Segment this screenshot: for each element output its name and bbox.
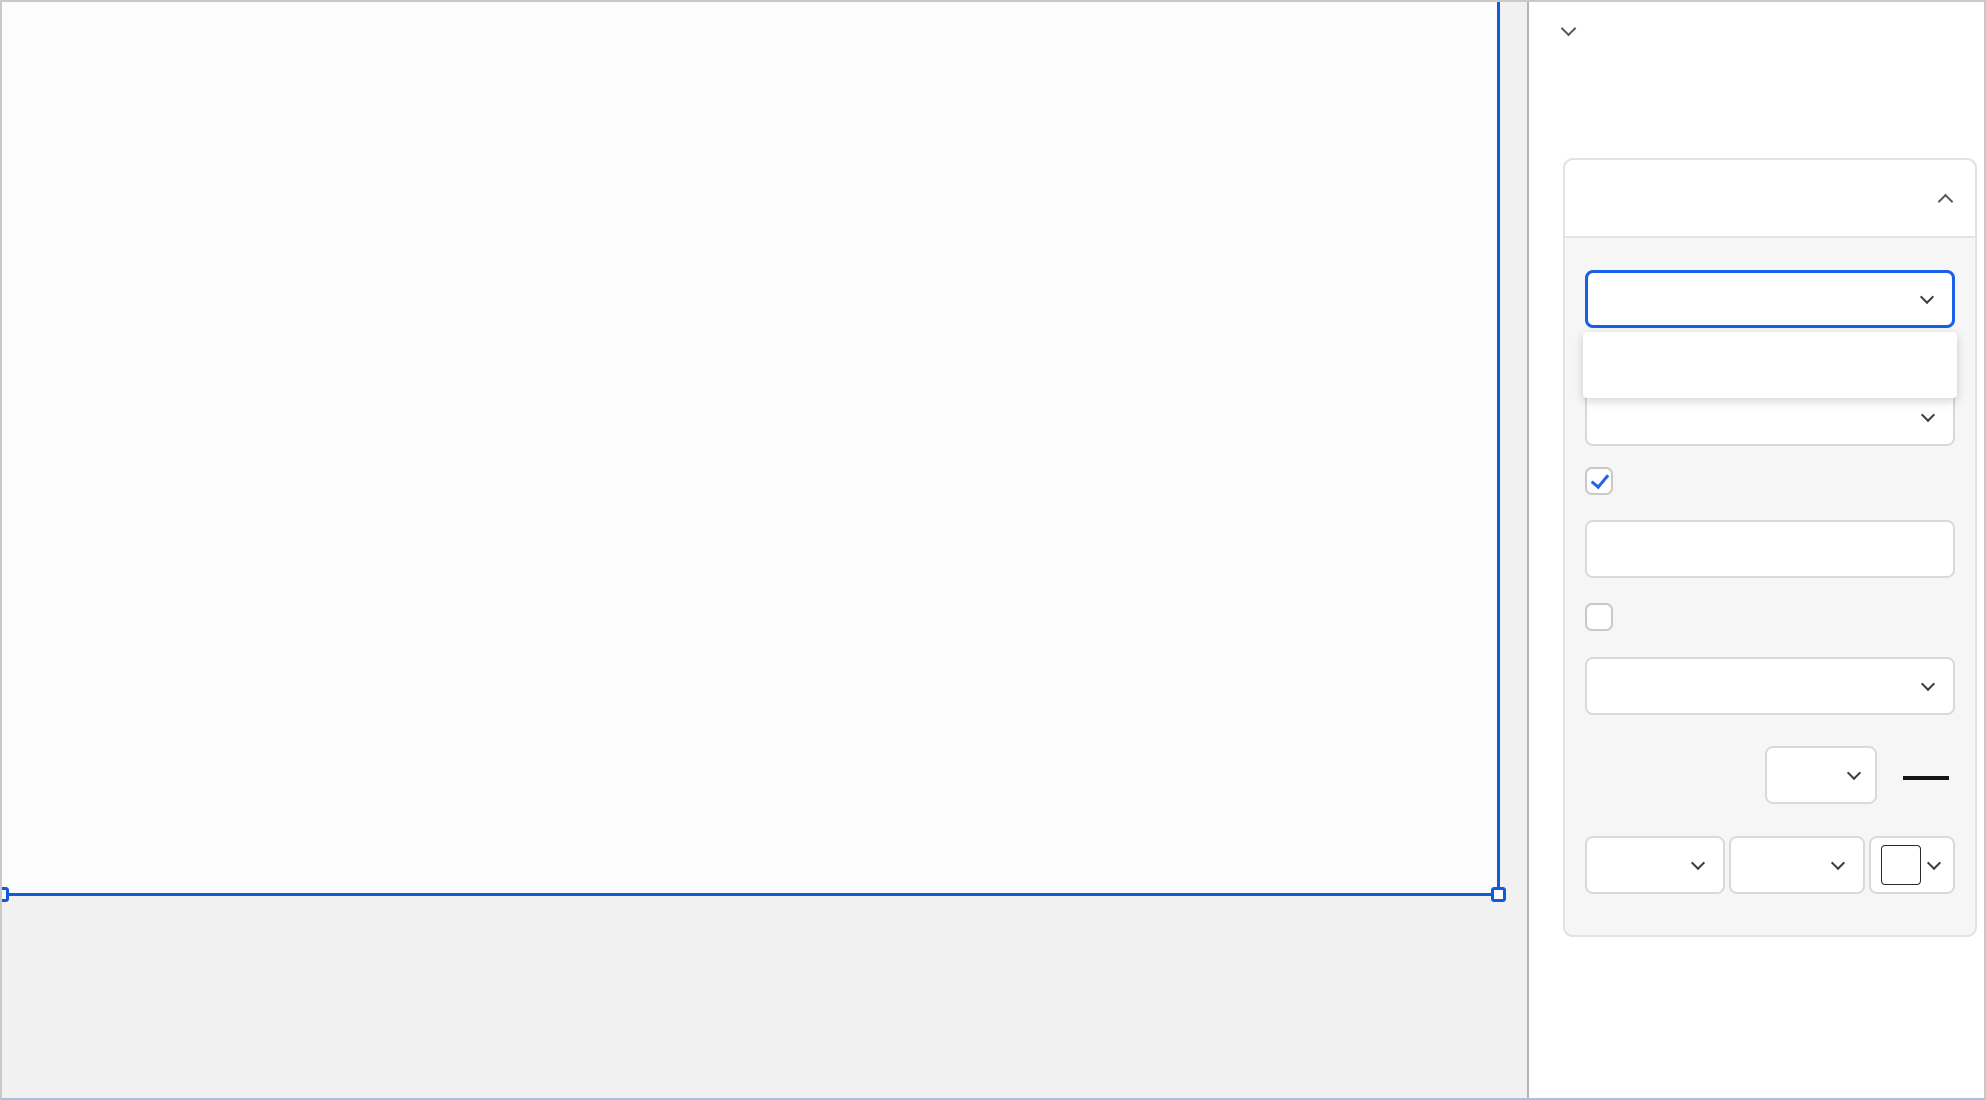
chevron-down-icon bbox=[1846, 765, 1862, 781]
trend-lines-section-header[interactable] bbox=[1560, 14, 1978, 46]
selection-border-right bbox=[1497, 2, 1500, 896]
chevron-down-icon bbox=[1920, 676, 1936, 692]
line-style-select[interactable] bbox=[1585, 836, 1725, 894]
chevron-down-icon bbox=[1926, 855, 1942, 871]
select-column-combo-wrap bbox=[1583, 270, 1957, 398]
font-color-button[interactable] bbox=[1903, 771, 1949, 780]
sheet-canvas[interactable] bbox=[2, 2, 1527, 1098]
label-text-row bbox=[1585, 467, 1955, 495]
selection-handle-bottom-left[interactable] bbox=[2, 887, 9, 902]
trend-line-card-header[interactable] bbox=[1565, 160, 1975, 238]
trend-line-card-body bbox=[1565, 270, 1975, 935]
position-select[interactable] bbox=[1585, 657, 1955, 715]
add-new-button[interactable] bbox=[1563, 96, 1978, 130]
chevron-down-icon bbox=[1830, 855, 1846, 871]
line-width-select[interactable] bbox=[1729, 836, 1865, 894]
chevron-down-icon bbox=[1560, 20, 1577, 36]
label-text-input[interactable] bbox=[1585, 520, 1955, 578]
line-color-select[interactable] bbox=[1869, 836, 1955, 894]
chevron-down-icon bbox=[1690, 855, 1706, 871]
label-text-checkbox[interactable] bbox=[1585, 467, 1613, 495]
chevron-down-icon bbox=[1920, 407, 1936, 423]
font-size-select[interactable] bbox=[1765, 746, 1877, 804]
selection-handle-bottom-right[interactable] bbox=[1491, 887, 1506, 902]
show-value-checkbox[interactable] bbox=[1585, 603, 1613, 631]
chevron-up-icon[interactable] bbox=[1937, 193, 1954, 209]
selection-border-bottom bbox=[2, 893, 1500, 896]
chevron-down-icon bbox=[1919, 289, 1935, 305]
chart-widget[interactable] bbox=[2, 2, 1497, 893]
column-options-list bbox=[1583, 332, 1957, 398]
trend-lines-panel bbox=[1527, 2, 1984, 1098]
show-value-row bbox=[1585, 603, 1955, 631]
label-font-row bbox=[1585, 746, 1955, 804]
trend-line-card bbox=[1563, 158, 1977, 937]
line-color-swatch bbox=[1881, 845, 1921, 885]
scatter-plot bbox=[2, 2, 1502, 895]
line-style-row bbox=[1585, 836, 1955, 894]
font-color-underline bbox=[1903, 775, 1949, 780]
select-column-combobox[interactable] bbox=[1585, 270, 1955, 328]
